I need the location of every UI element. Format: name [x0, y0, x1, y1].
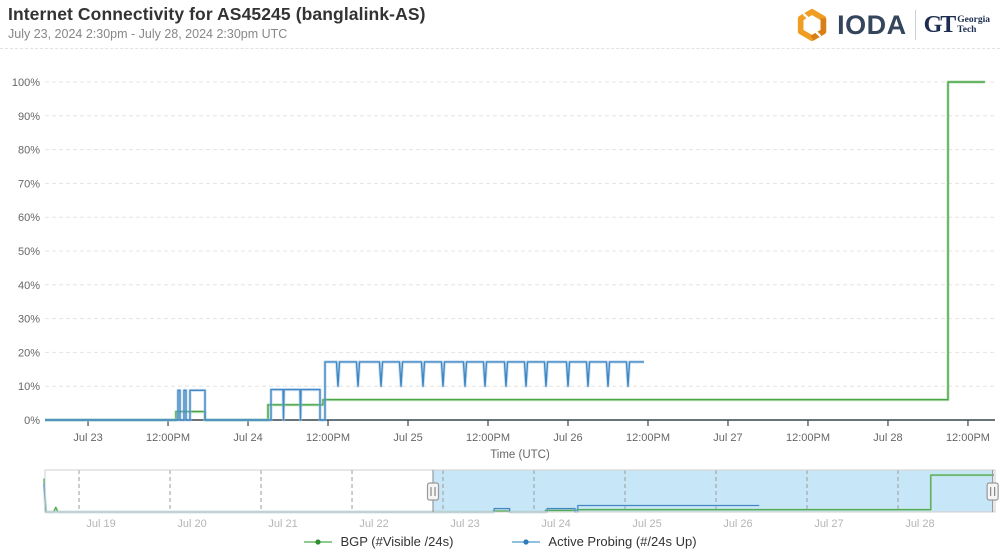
gt-mark: GT — [923, 12, 957, 38]
logo-divider — [914, 10, 916, 40]
y-tick-label: 90% — [18, 111, 40, 123]
navigator[interactable]: Jul 19 Jul 20 Jul 21 Jul 22 Jul 23 Jul 24 Jul … — [42, 469, 999, 530]
x-axis-title: Time (UTC) — [490, 449, 550, 461]
legend-item-active-probing[interactable]: Active Probing (#/24s Up) — [511, 534, 697, 549]
x-tick-label: Jul 23 — [73, 432, 102, 444]
gt-words-top: Georgia — [957, 14, 990, 25]
gt-words: Georgia Tech — [957, 15, 990, 36]
y-tick-label: 30% — [18, 314, 40, 326]
ioda-wordmark: IODA — [837, 9, 907, 40]
y-axis: 0% 10% 20% 30% 40% 50% 60% 70% 80% 90% 100% — [12, 77, 995, 427]
page-title: Internet Connectivity for AS45245 (bangl… — [8, 4, 426, 24]
x-tick-label: Jul 28 — [873, 432, 902, 444]
chart-legend: BGP (#Visible /24s) Active Probing (#/24… — [0, 534, 1000, 549]
active-probing-series — [45, 360, 644, 422]
nav-tick-label: Jul 21 — [268, 518, 297, 530]
x-tick-label: 12:00PM — [306, 432, 350, 444]
y-tick-label: 0% — [24, 415, 40, 427]
legend-item-bgp[interactable]: BGP (#Visible /24s) — [303, 534, 453, 549]
charts-canvas[interactable]: 0% 10% 20% 30% 40% 50% 60% 70% 80% 90% 100% Jul 23 1… — [0, 0, 1000, 532]
x-tick-label: 12:00PM — [626, 432, 670, 444]
x-tick-label: Jul 26 — [553, 432, 582, 444]
x-tick-label: 12:00PM — [466, 432, 510, 444]
y-tick-label: 10% — [18, 381, 40, 393]
x-tick-label: Jul 24 — [233, 432, 262, 444]
y-tick-label: 20% — [18, 347, 40, 359]
nav-tick-label: Jul 28 — [905, 518, 934, 530]
x-tick-label: Jul 25 — [393, 432, 422, 444]
nav-tick-label: Jul 27 — [814, 518, 843, 530]
x-tick-label: 12:00PM — [786, 432, 830, 444]
y-tick-label: 100% — [12, 77, 40, 89]
legend-label-active-probing: Active Probing (#/24s Up) — [548, 534, 697, 549]
x-tick-label: 12:00PM — [146, 432, 190, 444]
nav-tick-label: Jul 22 — [359, 518, 388, 530]
nav-tick-label: Jul 24 — [541, 518, 570, 530]
y-tick-label: 60% — [18, 212, 40, 224]
date-range-subtitle: July 23, 2024 2:30pm - July 28, 2024 2:3… — [8, 27, 288, 41]
x-tick-label: 12:00PM — [946, 432, 990, 444]
nav-handle-right[interactable] — [986, 470, 999, 512]
bgp-legend-marker — [304, 538, 333, 545]
nav-tick-label: Jul 26 — [723, 518, 752, 530]
y-tick-label: 50% — [18, 246, 40, 258]
nav-tick-label: Jul 25 — [632, 518, 661, 530]
georgia-tech-logo: GT Georgia Tech — [924, 13, 990, 37]
ioda-logo[interactable]: IODA GT Georgia Tech — [795, 6, 990, 44]
legend-label-bgp: BGP (#Visible /24s) — [340, 534, 454, 549]
drag-grip-icon — [986, 482, 999, 501]
nav-tick-label: Jul 23 — [450, 518, 479, 530]
chart-header: Internet Connectivity for AS45245 (bangl… — [0, 0, 1000, 49]
y-tick-label: 80% — [18, 145, 40, 157]
active-probing-legend-marker — [512, 538, 541, 545]
bgp-series — [45, 80, 985, 422]
nav-tick-label: Jul 19 — [86, 518, 115, 530]
x-axis: Jul 23 12:00PM Jul 24 12:00PM Jul 25 12:00PM J… — [45, 419, 995, 461]
x-tick-label: Jul 27 — [713, 432, 742, 444]
drag-grip-icon — [426, 482, 440, 501]
main-chart[interactable]: 0% 10% 20% 30% 40% 50% 60% 70% 80% 90% 100% Jul 23 1… — [12, 77, 995, 461]
nav-handle-left[interactable] — [426, 470, 440, 512]
ioda-hexagon-icon — [797, 8, 827, 42]
gt-words-bottom: Tech — [957, 25, 977, 35]
y-tick-label: 40% — [18, 280, 40, 292]
nav-tick-label: Jul 20 — [177, 518, 206, 530]
y-tick-label: 70% — [18, 178, 40, 190]
